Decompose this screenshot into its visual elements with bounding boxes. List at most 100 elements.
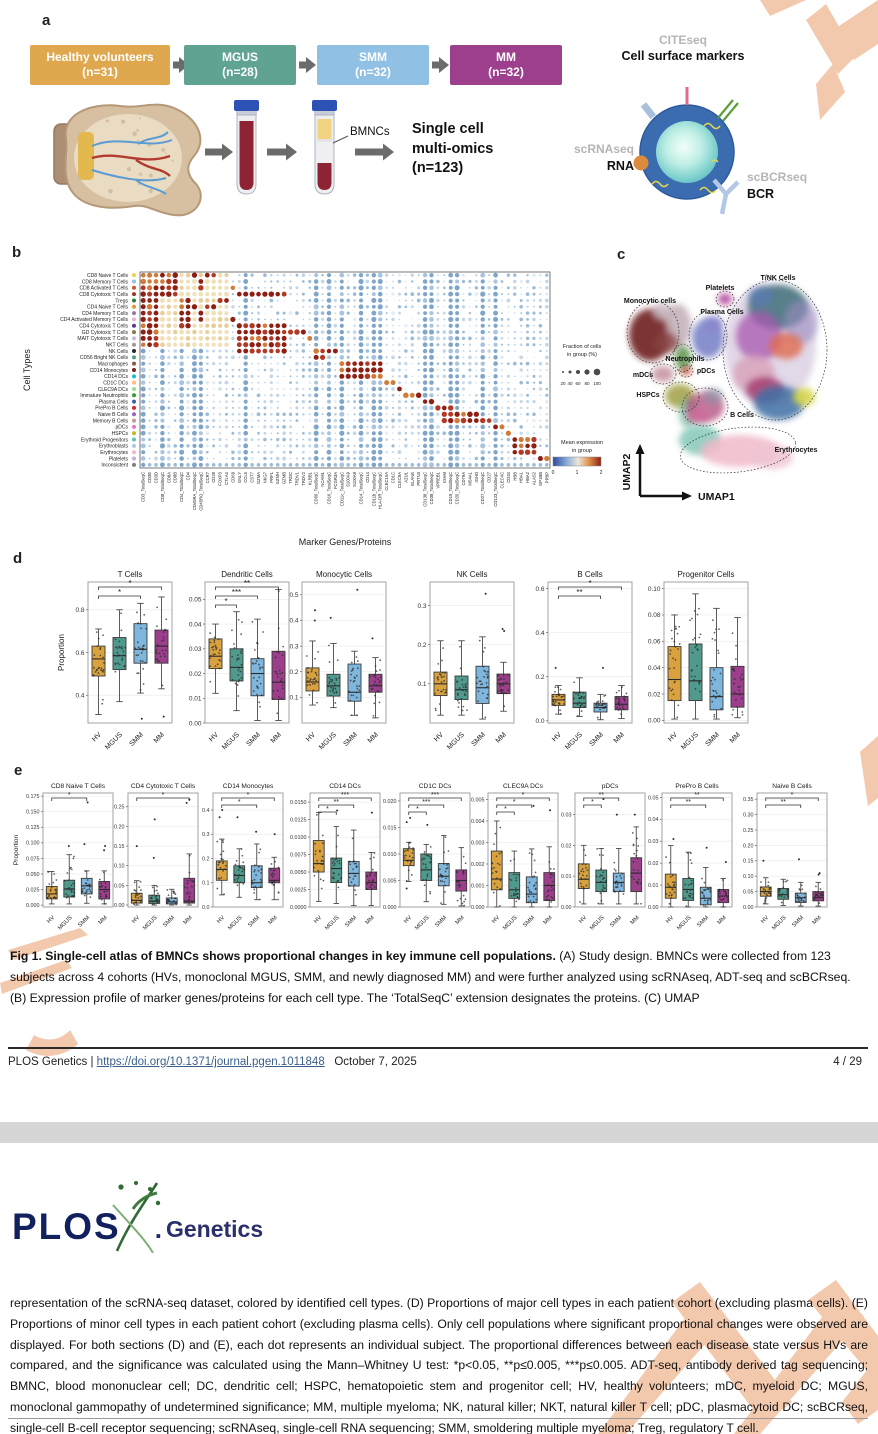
svg-text:CD45RA_TotalSeqC: CD45RA_TotalSeqC [192,472,197,510]
svg-text:Naive B Cells: Naive B Cells [772,783,812,790]
journal-wordmark: Genetics [165,1216,264,1242]
arrow-icon [267,143,297,161]
svg-text:CD20_TotalSeqC: CD20_TotalSeqC [455,472,460,504]
svg-text:MM: MM [495,731,508,744]
svg-text:*: * [504,806,507,813]
svg-text:0.0075: 0.0075 [290,852,307,858]
svg-text:HV: HV [46,915,56,925]
surface-markers-label: Cell surface markers [622,49,745,63]
svg-text:HV: HV [491,915,501,925]
bone-marrow-illustration [53,103,202,217]
svg-text:0.04: 0.04 [648,665,661,672]
svg-text:***: *** [232,588,241,597]
svg-text:FOXP3: FOXP3 [218,471,223,485]
svg-text:CCL5: CCL5 [243,471,248,482]
svg-text:0.4: 0.4 [289,618,298,625]
svg-text:SMM: SMM [434,915,448,929]
doi-link[interactable]: https://doi.org/10.1371/journal.pgen.101… [96,1056,325,1068]
svg-text:Platelets: Platelets [109,456,129,462]
svg-text:GZMA: GZMA [256,472,261,484]
svg-text:*: * [118,588,121,597]
plos-wordmark: PLOS [12,1206,121,1247]
svg-text:MM: MM [98,915,109,926]
arrow-icon [205,143,233,161]
svg-text:MGUS: MGUS [324,915,341,932]
svg-text:SMM: SMM [344,915,358,929]
svg-text:**: ** [599,792,605,799]
svg-text:*: * [247,792,250,799]
svg-text:0.0: 0.0 [202,905,210,911]
flow-arrow-icon [299,57,316,73]
svg-text:0.2: 0.2 [289,669,298,676]
svg-text:HV: HV [305,731,317,743]
svg-text:Plasma Cells: Plasma Cells [99,399,129,405]
svg-text:CD4_TotalSeqC: CD4_TotalSeqC [179,472,184,502]
svg-text:**: ** [694,792,700,799]
svg-text:CLEC9A DCs: CLEC9A DCs [98,387,129,393]
svg-text:HV: HV [313,915,323,925]
svg-text:0.0150: 0.0150 [290,800,307,806]
panel-b-label: b [12,244,22,261]
svg-text:MM: MM [153,731,166,744]
arrow-icon [355,143,394,161]
svg-text:*: * [128,579,131,588]
svg-text:HV: HV [551,731,563,743]
svg-text:CLEC9A: CLEC9A [397,472,402,488]
svg-text:CD1C DCs: CD1C DCs [419,783,452,790]
svg-text:MS4A1: MS4A1 [467,471,472,485]
svg-text:0.010: 0.010 [383,852,397,858]
svg-text:*: * [326,806,329,813]
svg-text:0.05: 0.05 [743,889,754,895]
svg-text:0.001: 0.001 [471,883,485,889]
svg-text:NKT Cells: NKT Cells [106,343,129,349]
svg-text:***: *** [422,799,430,806]
svg-text:0.0: 0.0 [535,718,544,725]
svg-text:MGUS: MGUS [446,731,466,751]
svg-text:CST7: CST7 [250,471,255,482]
svg-text:HSPCs: HSPCs [112,431,129,437]
svg-text:**: ** [781,799,787,806]
svg-text:HV: HV [667,731,679,743]
marker-dotplot: CD8 Naive T Cells CD8 Memory T Cells CD8 A… [0,252,878,557]
svg-text:*: * [68,792,71,799]
major-celltype-boxplots: 0.4 0.6 0.8 * * T Cells HV MGUS SMM MM Proportion 0… [0,553,878,770]
svg-text:MGUS: MGUS [227,915,244,932]
svg-text:Immature Neutrophils: Immature Neutrophils [80,393,128,399]
svg-text:HBA1: HBA1 [519,471,524,483]
svg-text:0.15: 0.15 [114,844,125,850]
svg-text:MM: MM [543,915,554,926]
svg-text:CD4 Memory T Cells: CD4 Memory T Cells [82,311,129,317]
svg-text:0.025: 0.025 [26,887,40,893]
svg-text:MGUS: MGUS [104,731,124,751]
svg-text:Marker Genes/Proteins: Marker Genes/Proteins [299,537,392,547]
svg-text:0.10: 0.10 [648,586,661,593]
svg-text:0.15: 0.15 [743,859,754,865]
svg-text:PRTN3: PRTN3 [416,471,421,485]
boxplot-cd8-naive-t-cells: 0.000 0.025 0.050 0.075 0.100 0.125 0.150 0.175… [13,783,114,932]
svg-text:CD8 Naive T Cells: CD8 Naive T Cells [87,273,128,279]
svg-text:MGUS: MGUS [589,915,606,932]
svg-text:**: ** [686,799,692,806]
svg-text:PrePro B Cells: PrePro B Cells [95,406,128,412]
svg-text:0.3: 0.3 [417,603,426,610]
svg-text:CD27_TotalSeqC: CD27_TotalSeqC [480,472,485,504]
svg-text:0.30: 0.30 [743,812,754,818]
svg-text:CD138_TotalSeqC: CD138_TotalSeqC [423,472,428,507]
boxplot-nk-cells: 0.1 0.2 0.3 NK Cells HV MGUS SMM MM [417,570,515,751]
svg-text:***: *** [341,792,349,799]
svg-text:HBA2: HBA2 [525,471,530,483]
svg-text:MM: MM [455,915,466,926]
cohort-mgus-label: MGUS [222,50,258,64]
process-arrows [205,143,394,161]
footer-rule [8,1047,868,1049]
svg-text:CD8 Naive T Cells: CD8 Naive T Cells [51,783,106,790]
svg-text:0.5: 0.5 [289,592,298,599]
svg-text:40: 40 [567,381,573,386]
svg-text:0.00: 0.00 [648,905,659,911]
svg-text:**: ** [576,588,582,597]
flow-arrow-icon [432,57,449,73]
svg-text:CLEC10A: CLEC10A [384,472,389,491]
svg-text:SMM: SMM [609,915,623,929]
